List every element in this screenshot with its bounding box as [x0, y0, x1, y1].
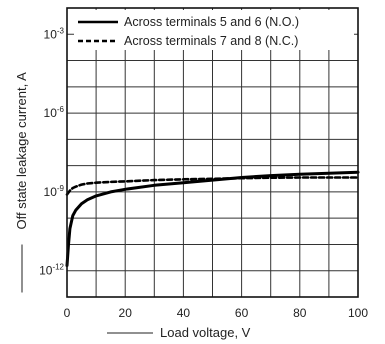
- plot-frame: [66, 7, 359, 298]
- y-tick-label: 10-12: [39, 263, 64, 278]
- y-tick-label: 10-3: [44, 26, 65, 41]
- series-lines: [65, 170, 360, 267]
- legend-label-no: Across terminals 5 and 6 (N.O.): [124, 15, 299, 29]
- y-tick-label: 10-9: [44, 184, 65, 199]
- x-tick-label: 0: [64, 306, 71, 320]
- x-tick-label: 80: [293, 306, 307, 320]
- y-tick-label: 10-6: [44, 105, 65, 120]
- x-tick-label: 20: [119, 306, 133, 320]
- y-axis-label: Off state leakage current, A: [14, 72, 29, 230]
- x-tick-label: 100: [348, 306, 368, 320]
- x-tick-labels: 0 20 40 60 80 100: [64, 306, 369, 320]
- series-line-no: [65, 170, 360, 267]
- y-tick-labels: 10-3 10-6 10-9 10-12: [39, 26, 64, 277]
- x-axis-label: Load voltage, V: [160, 325, 251, 340]
- legend-background: [74, 10, 354, 50]
- legend: Across terminals 5 and 6 (N.O.) Across t…: [74, 10, 354, 50]
- x-tick-label: 40: [177, 306, 191, 320]
- x-tick-label: 60: [235, 306, 249, 320]
- series-line-nc: [65, 176, 360, 196]
- legend-label-nc: Across terminals 7 and 8 (N.C.): [124, 34, 298, 48]
